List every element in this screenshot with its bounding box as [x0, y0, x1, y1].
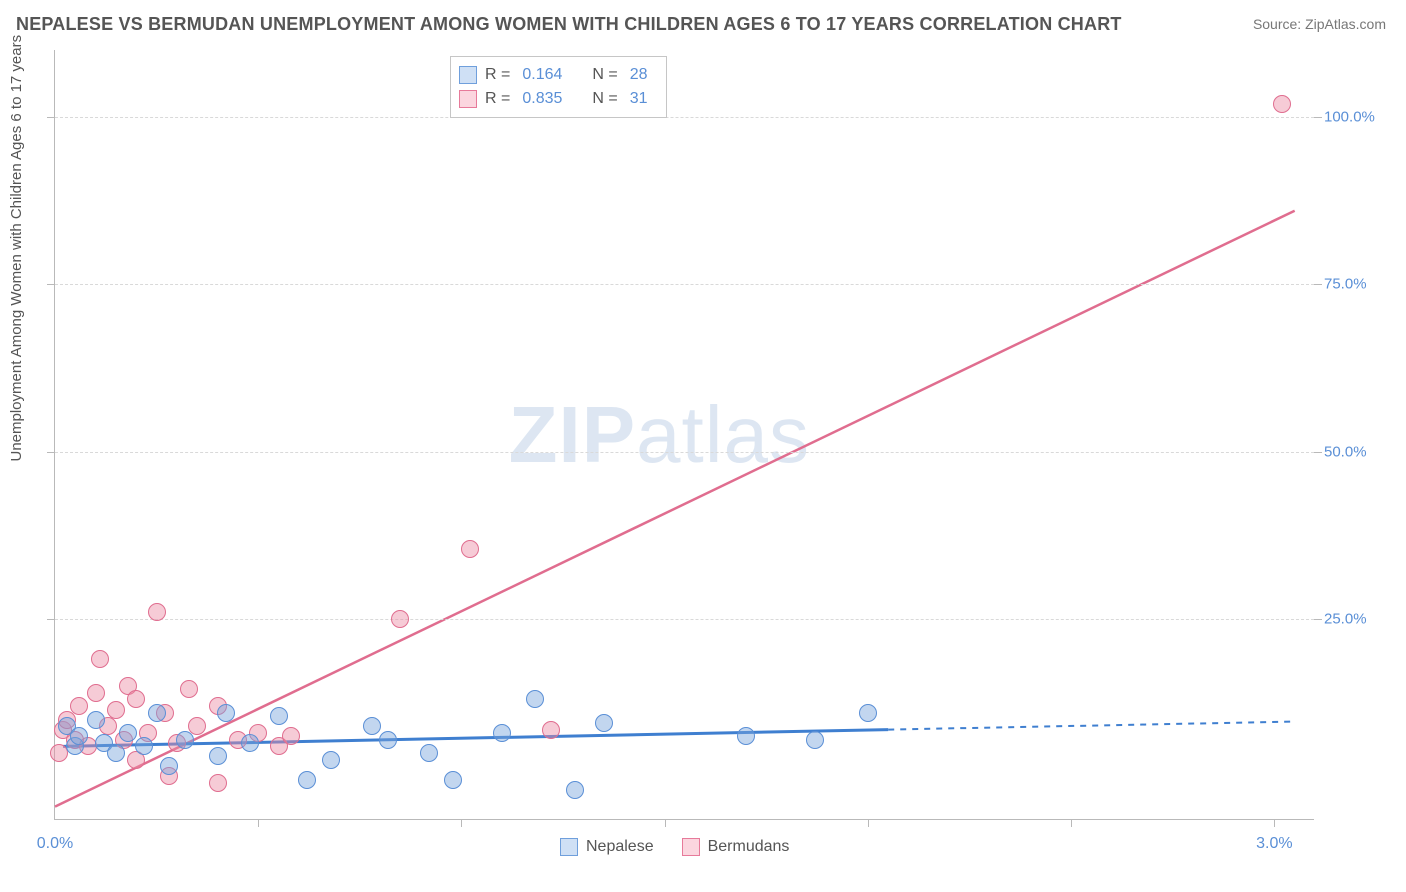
- scatter-dot-bermudans: [282, 727, 300, 745]
- y-tick-label: 50.0%: [1324, 443, 1384, 460]
- source-label: Source:: [1253, 16, 1301, 32]
- scatter-dot-bermudans: [87, 684, 105, 702]
- y-tick-right: [1314, 619, 1322, 620]
- x-tick: [1274, 819, 1275, 827]
- x-tick: [461, 819, 462, 827]
- source-link[interactable]: ZipAtlas.com: [1305, 16, 1386, 32]
- chart-title: NEPALESE VS BERMUDAN UNEMPLOYMENT AMONG …: [16, 14, 1122, 35]
- x-tick: [868, 819, 869, 827]
- scatter-dot-nepalese: [444, 771, 462, 789]
- y-tick-left: [47, 619, 55, 620]
- legend-item-nepalese: Nepalese: [560, 838, 654, 856]
- y-axis-title: Unemployment Among Women with Children A…: [8, 35, 25, 462]
- watermark-zip: ZIP: [509, 390, 636, 479]
- x-tick: [258, 819, 259, 827]
- grid-line: [55, 117, 1314, 118]
- scatter-dot-nepalese: [363, 717, 381, 735]
- watermark: ZIPatlas: [509, 389, 810, 481]
- scatter-dot-nepalese: [135, 737, 153, 755]
- scatter-dot-bermudans: [70, 697, 88, 715]
- stats-r-label: R =: [485, 63, 510, 87]
- scatter-dot-nepalese: [737, 727, 755, 745]
- scatter-dot-nepalese: [270, 707, 288, 725]
- grid-line: [55, 452, 1314, 453]
- y-tick-label: 25.0%: [1324, 611, 1384, 628]
- scatter-dot-nepalese: [566, 781, 584, 799]
- stats-r-label: R =: [485, 87, 510, 111]
- scatter-dot-nepalese: [241, 734, 259, 752]
- scatter-dot-nepalese: [209, 747, 227, 765]
- scatter-dot-bermudans: [391, 610, 409, 628]
- scatter-dot-bermudans: [148, 603, 166, 621]
- y-tick-label: 75.0%: [1324, 276, 1384, 293]
- scatter-dot-nepalese: [298, 771, 316, 789]
- bottom-legend: Nepalese Bermudans: [560, 838, 789, 856]
- stats-n-value-nepalese: 28: [626, 63, 652, 87]
- scatter-dot-nepalese: [160, 757, 178, 775]
- scatter-dot-nepalese: [493, 724, 511, 742]
- y-tick-right: [1314, 117, 1322, 118]
- scatter-dot-nepalese: [806, 731, 824, 749]
- stats-n-label: N =: [592, 63, 617, 87]
- scatter-dot-nepalese: [595, 714, 613, 732]
- x-tick: [665, 819, 666, 827]
- scatter-dot-bermudans: [209, 774, 227, 792]
- scatter-dot-nepalese: [526, 690, 544, 708]
- source-attribution: Source: ZipAtlas.com: [1253, 16, 1386, 32]
- y-tick-right: [1314, 284, 1322, 285]
- x-tick-label-min: 0.0%: [37, 835, 73, 853]
- scatter-dot-bermudans: [180, 680, 198, 698]
- scatter-dot-nepalese: [107, 744, 125, 762]
- y-tick-label: 100.0%: [1324, 108, 1384, 125]
- trend-lines-svg: [55, 50, 1315, 820]
- watermark-atlas: atlas: [636, 390, 810, 479]
- legend-label-nepalese: Nepalese: [586, 838, 654, 856]
- grid-line: [55, 284, 1314, 285]
- scatter-dot-nepalese: [148, 704, 166, 722]
- grid-line: [55, 619, 1314, 620]
- scatter-dot-nepalese: [176, 731, 194, 749]
- stats-r-value-nepalese: 0.164: [518, 63, 566, 87]
- stats-n-value-bermudans: 31: [626, 87, 652, 111]
- y-tick-left: [47, 452, 55, 453]
- plot-area: ZIPatlas 25.0%50.0%75.0%100.0%0.0%3.0%: [54, 50, 1314, 820]
- scatter-dot-bermudans: [542, 721, 560, 739]
- stats-row-bermudans: R = 0.835 N = 31: [459, 87, 652, 111]
- scatter-dot-bermudans: [461, 540, 479, 558]
- y-tick-left: [47, 284, 55, 285]
- stats-r-value-bermudans: 0.835: [518, 87, 566, 111]
- scatter-dot-bermudans: [1273, 95, 1291, 113]
- scatter-dot-nepalese: [87, 711, 105, 729]
- swatch-bermudans-icon: [682, 838, 700, 856]
- legend-label-bermudans: Bermudans: [708, 838, 790, 856]
- stats-legend-box: R = 0.164 N = 28 R = 0.835 N = 31: [450, 56, 667, 118]
- legend-item-bermudans: Bermudans: [682, 838, 790, 856]
- scatter-dot-nepalese: [859, 704, 877, 722]
- swatch-nepalese-icon: [560, 838, 578, 856]
- y-tick-right: [1314, 452, 1322, 453]
- scatter-dot-nepalese: [322, 751, 340, 769]
- stats-n-label: N =: [592, 87, 617, 111]
- scatter-dot-nepalese: [70, 727, 88, 745]
- scatter-dot-nepalese: [217, 704, 235, 722]
- swatch-nepalese-icon: [459, 66, 477, 84]
- scatter-dot-bermudans: [127, 690, 145, 708]
- swatch-bermudans-icon: [459, 90, 477, 108]
- scatter-dot-nepalese: [420, 744, 438, 762]
- y-tick-left: [47, 117, 55, 118]
- scatter-dot-bermudans: [91, 650, 109, 668]
- scatter-dot-nepalese: [119, 724, 137, 742]
- x-tick-label-max: 3.0%: [1256, 835, 1292, 853]
- x-tick: [1071, 819, 1072, 827]
- stats-row-nepalese: R = 0.164 N = 28: [459, 63, 652, 87]
- scatter-dot-bermudans: [107, 701, 125, 719]
- scatter-dot-nepalese: [379, 731, 397, 749]
